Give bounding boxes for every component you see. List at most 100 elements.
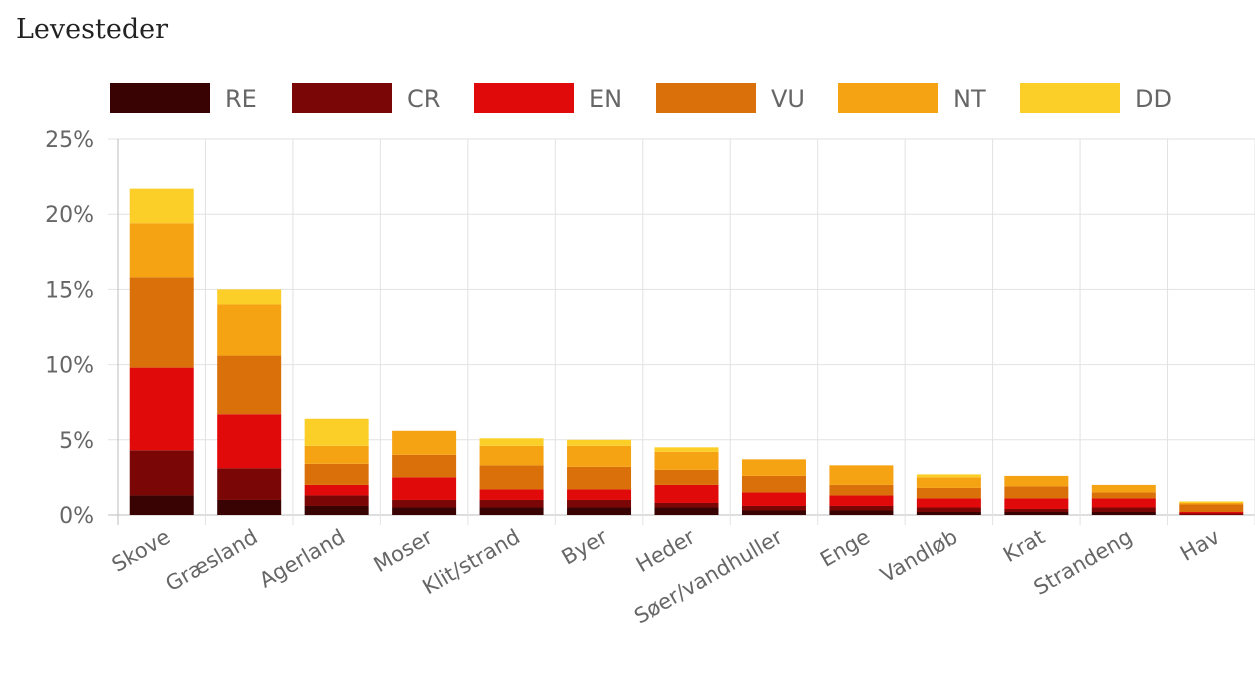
legend-label-dd[interactable]: DD	[1135, 85, 1172, 113]
legend-label-vu[interactable]: VU	[771, 85, 805, 113]
bar-segment-en[interactable]	[829, 495, 894, 506]
legend[interactable]: RE CR EN VU NT DD	[110, 83, 1172, 113]
bar-segment-cr[interactable]	[392, 499, 457, 508]
bar-segment-nt[interactable]	[217, 304, 282, 356]
y-tick-label: 25%	[45, 128, 94, 153]
bar-segment-nt[interactable]	[741, 459, 806, 476]
legend-label-nt[interactable]: NT	[953, 85, 986, 113]
bar-segment-en[interactable]	[392, 477, 457, 500]
bar-segment-vu[interactable]	[1004, 486, 1069, 499]
bar-segment-dd[interactable]	[479, 438, 544, 446]
bar-segment-vu[interactable]	[916, 487, 981, 499]
bar-segment-en[interactable]	[916, 498, 981, 508]
bar-segment-re[interactable]	[567, 507, 632, 515]
bar-segment-en[interactable]	[1004, 498, 1069, 509]
bar-segment-re[interactable]	[304, 505, 369, 515]
bars	[129, 188, 1244, 515]
bar-segment-nt[interactable]	[1179, 502, 1244, 505]
bar-segment-cr[interactable]	[829, 505, 894, 511]
y-tick-label: 5%	[59, 429, 94, 454]
bar-segment-vu[interactable]	[1091, 492, 1156, 499]
x-tick-label: Vandløb	[876, 525, 961, 588]
legend-swatch-vu[interactable]	[656, 83, 756, 113]
bar-segment-vu[interactable]	[129, 277, 194, 368]
bar-segment-vu[interactable]	[654, 469, 719, 485]
bar-segment-vu[interactable]	[567, 466, 632, 490]
bar-segment-dd[interactable]	[654, 447, 719, 452]
bar-segment-re[interactable]	[392, 507, 457, 515]
bar-segment-cr[interactable]	[916, 507, 981, 512]
bar-segment-re[interactable]	[1004, 511, 1069, 515]
legend-label-en[interactable]: EN	[589, 85, 622, 113]
bar-segment-cr[interactable]	[567, 499, 632, 508]
bar-segment-nt[interactable]	[654, 451, 719, 470]
bar-segment-en[interactable]	[567, 489, 632, 500]
bar-segment-cr[interactable]	[217, 468, 282, 500]
bar-segment-en[interactable]	[741, 492, 806, 506]
x-tick-label: Krat	[999, 525, 1049, 568]
x-tick-label: Heder	[632, 524, 699, 577]
bar-segment-cr[interactable]	[1091, 507, 1156, 512]
bar-segment-re[interactable]	[654, 507, 719, 515]
x-tick-label: Enge	[816, 525, 874, 572]
x-tick-label: Hav	[1176, 525, 1224, 566]
bar-segment-cr[interactable]	[304, 495, 369, 506]
legend-swatch-dd[interactable]	[1020, 83, 1120, 113]
bar-segment-nt[interactable]	[479, 445, 544, 466]
y-tick-label: 10%	[45, 354, 94, 379]
bar-segment-en[interactable]	[217, 414, 282, 469]
x-tick-label: Skove	[108, 525, 175, 577]
bar-segment-vu[interactable]	[479, 465, 544, 490]
bar-segment-cr[interactable]	[479, 499, 544, 508]
bar-segment-dd[interactable]	[217, 289, 282, 305]
bar-segment-re[interactable]	[479, 507, 544, 515]
bar-segment-en[interactable]	[479, 489, 544, 500]
x-tick-label: Moser	[370, 524, 437, 577]
legend-swatch-re[interactable]	[110, 83, 210, 113]
bar-segment-cr[interactable]	[1179, 513, 1244, 515]
bar-segment-nt[interactable]	[304, 445, 369, 464]
bar-segment-dd[interactable]	[129, 188, 194, 224]
legend-swatch-nt[interactable]	[838, 83, 938, 113]
bar-segment-en[interactable]	[1179, 511, 1244, 514]
legend-label-re[interactable]: RE	[225, 85, 257, 113]
bar-segment-en[interactable]	[1091, 498, 1156, 508]
bar-segment-cr[interactable]	[654, 502, 719, 508]
y-tick-label: 15%	[45, 278, 94, 303]
bar-segment-vu[interactable]	[829, 484, 894, 496]
bar-segment-en[interactable]	[129, 367, 194, 451]
bar-segment-cr[interactable]	[1004, 508, 1069, 512]
bar-segment-re[interactable]	[217, 499, 282, 515]
bar-segment-re[interactable]	[916, 511, 981, 515]
bar-segment-cr[interactable]	[741, 505, 806, 511]
bar-segment-vu[interactable]	[1179, 504, 1244, 512]
grid-lines	[108, 138, 1255, 525]
bar-segment-vu[interactable]	[217, 355, 282, 415]
bar-segment-vu[interactable]	[392, 454, 457, 478]
bar-segment-en[interactable]	[654, 484, 719, 503]
bar-segment-vu[interactable]	[304, 463, 369, 485]
bar-segment-dd[interactable]	[304, 418, 369, 446]
bar-segment-nt[interactable]	[829, 465, 894, 485]
bar-segment-nt[interactable]	[567, 445, 632, 467]
bar-segment-re[interactable]	[829, 510, 894, 515]
bar-segment-en[interactable]	[304, 484, 369, 496]
bar-segment-dd[interactable]	[1179, 501, 1244, 503]
bar-segment-re[interactable]	[741, 510, 806, 515]
x-tick-label: Søer/vandhuller	[630, 524, 787, 628]
bar-segment-cr[interactable]	[129, 450, 194, 496]
bar-segment-vu[interactable]	[741, 475, 806, 493]
bar-segment-nt[interactable]	[129, 223, 194, 278]
legend-swatch-en[interactable]	[474, 83, 574, 113]
legend-swatch-cr[interactable]	[292, 83, 392, 113]
bar-segment-nt[interactable]	[392, 430, 457, 455]
bar-segment-re[interactable]	[129, 495, 194, 515]
legend-label-cr[interactable]: CR	[407, 85, 440, 113]
bar-segment-nt[interactable]	[1091, 484, 1156, 493]
x-tick-label: Strandeng	[1030, 525, 1137, 600]
bar-segment-dd[interactable]	[567, 439, 632, 446]
bar-segment-dd[interactable]	[916, 474, 981, 478]
bar-segment-nt[interactable]	[1004, 475, 1069, 487]
bar-segment-re[interactable]	[1091, 511, 1156, 515]
bar-segment-nt[interactable]	[916, 477, 981, 488]
